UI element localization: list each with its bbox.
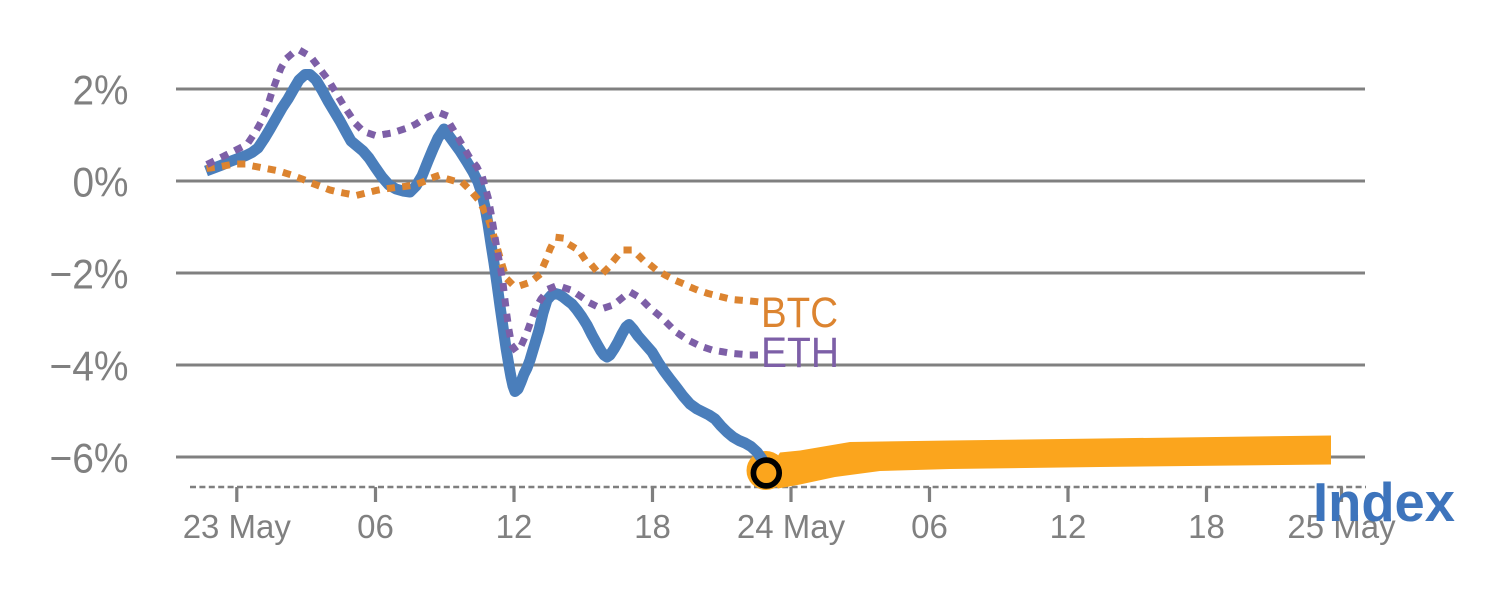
svg-text:Index: Index: [1313, 471, 1455, 533]
svg-text:0%: 0%: [73, 159, 129, 206]
svg-text:−4%: −4%: [50, 343, 129, 390]
svg-text:ETH: ETH: [761, 329, 839, 377]
svg-text:25 May: 25 May: [1287, 508, 1396, 545]
svg-text:12: 12: [1050, 508, 1087, 545]
svg-text:06: 06: [911, 508, 948, 545]
svg-text:24 May: 24 May: [737, 508, 846, 545]
svg-text:BTC: BTC: [761, 289, 838, 337]
svg-text:18: 18: [1188, 508, 1225, 545]
svg-text:23 May: 23 May: [183, 508, 292, 545]
svg-text:06: 06: [357, 508, 394, 545]
svg-text:12: 12: [496, 508, 533, 545]
svg-text:−6%: −6%: [50, 435, 129, 482]
svg-text:18: 18: [634, 508, 671, 545]
svg-text:2%: 2%: [73, 67, 129, 114]
svg-text:−2%: −2%: [50, 251, 129, 298]
